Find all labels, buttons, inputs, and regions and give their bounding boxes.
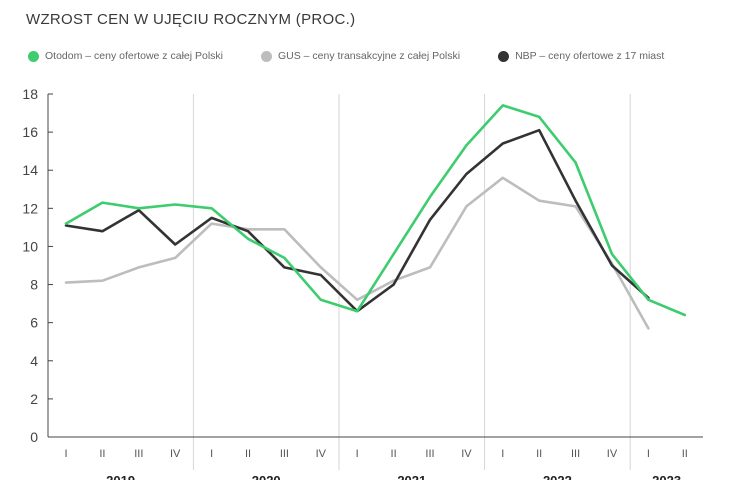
y-tick-label: 2	[30, 391, 38, 407]
year-label: 2023	[652, 473, 681, 480]
legend-item-otodom: Otodom – ceny ofertowe z całej Polski	[28, 50, 223, 62]
year-label: 2019	[106, 473, 135, 480]
legend-item-gus: GUS – ceny transakcyjne z całej Polski	[261, 50, 460, 62]
legend-marker-gus	[261, 50, 272, 62]
x-tick-label: III	[425, 448, 434, 460]
year-label: 2022	[543, 473, 572, 480]
year-label: 2021	[397, 473, 426, 480]
x-tick-label: I	[356, 448, 359, 460]
x-tick-label: IV	[607, 448, 618, 460]
y-tick-label: 10	[22, 238, 38, 254]
legend-marker-nbp	[498, 50, 510, 62]
legend-label-nbp: NBP – ceny ofertowe z 17 miast	[515, 50, 665, 62]
x-tick-label: III	[280, 448, 289, 460]
series-line-gus	[64, 176, 650, 330]
x-tick-label: II	[391, 448, 397, 460]
x-tick-label: II	[682, 448, 688, 460]
y-tick-label: 8	[30, 277, 38, 293]
x-tick-label: III	[571, 448, 580, 460]
x-tick-label: II	[245, 448, 251, 460]
y-tick-label: 18	[22, 86, 38, 102]
y-tick-label: 6	[30, 315, 38, 331]
x-tick-label: IV	[316, 448, 327, 460]
x-tick-label: IV	[170, 448, 181, 460]
legend-item-nbp: NBP – ceny ofertowe z 17 miast	[498, 50, 664, 62]
x-tick-label: I	[64, 448, 67, 460]
legend-label-otodom: Otodom – ceny ofertowe z całej Polski	[45, 50, 223, 62]
y-tick-label: 4	[30, 353, 38, 369]
y-tick-label: 0	[30, 429, 38, 445]
legend-marker-otodom	[28, 50, 39, 62]
year-label: 2020	[252, 473, 281, 480]
x-tick-label: I	[647, 448, 650, 460]
x-tick-label: II	[99, 448, 105, 460]
y-tick-label: 14	[22, 162, 38, 178]
y-tick-label: 12	[22, 200, 38, 216]
series-line-otodom	[64, 104, 687, 317]
legend-label-gus: GUS – ceny transakcyjne z całej Polski	[278, 50, 461, 62]
series-line-nbp	[64, 128, 650, 313]
x-tick-label: I	[210, 448, 213, 460]
x-tick-label: I	[501, 448, 504, 460]
chart-title: WZROST CEN W UJĘCIU ROCZNYM (PROC.)	[26, 11, 356, 28]
x-tick-label: II	[536, 448, 542, 460]
x-tick-label: III	[134, 448, 143, 460]
y-tick-label: 16	[22, 124, 38, 140]
legend: Otodom – ceny ofertowe z całej Polski GU…	[28, 50, 702, 62]
x-tick-label: IV	[461, 448, 472, 460]
